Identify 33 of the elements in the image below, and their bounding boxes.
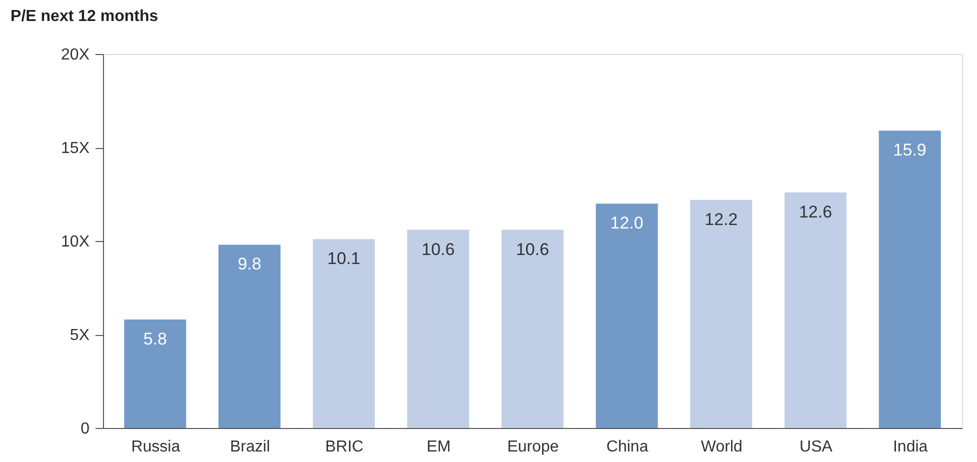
- y-tick-label: 10X: [61, 234, 90, 250]
- x-tick-label: EM: [426, 438, 451, 456]
- data-label: 5.8: [143, 330, 167, 349]
- y-tick-label: 15X: [61, 140, 90, 157]
- data-label: 10.6: [516, 240, 550, 259]
- x-tick-label: China: [606, 438, 648, 456]
- data-label: 12.2: [704, 210, 738, 229]
- x-tick-label: World: [700, 438, 742, 456]
- bar: [312, 239, 375, 428]
- data-label: 15.9: [893, 140, 926, 160]
- data-label: 10.1: [327, 249, 360, 268]
- x-tick-label: BRIC: [325, 438, 364, 456]
- y-tick-label: 20X: [61, 46, 90, 64]
- data-label: 9.8: [238, 254, 262, 274]
- data-label: 12.6: [798, 202, 832, 222]
- data-label: 10.6: [422, 240, 455, 259]
- x-tick-label: India: [892, 438, 928, 456]
- x-tick-label: Russia: [131, 438, 180, 456]
- bar: [502, 230, 564, 428]
- x-tick-label: Brazil: [230, 438, 270, 456]
- bar: [218, 244, 280, 428]
- bar: [878, 130, 941, 428]
- y-tick-label: 5X: [70, 327, 90, 344]
- data-label: 12.0: [610, 214, 644, 233]
- bar: [124, 320, 186, 428]
- bar: [690, 200, 752, 428]
- bar: [407, 230, 470, 428]
- chart-title: P/E next 12 months: [10, 8, 158, 25]
- x-tick-label: USA: [800, 438, 833, 456]
- bar: [784, 192, 846, 428]
- y-tick-label: 0: [80, 420, 90, 438]
- x-tick-label: Europe: [507, 438, 559, 456]
- bar: [596, 204, 658, 428]
